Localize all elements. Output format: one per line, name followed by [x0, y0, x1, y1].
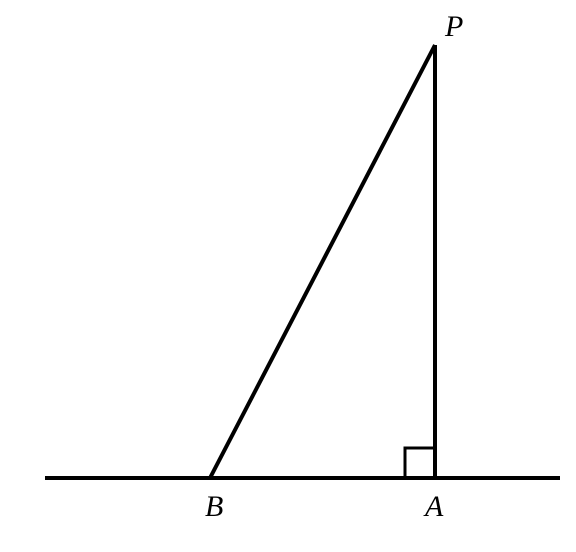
- right-angle-marker: [405, 448, 435, 478]
- geometry-diagram: P A B: [0, 0, 576, 547]
- triangle-figure: [0, 0, 576, 547]
- label-P: P: [445, 10, 463, 44]
- edge-BP: [210, 45, 435, 478]
- label-B: B: [205, 490, 223, 524]
- label-A: A: [425, 490, 443, 524]
